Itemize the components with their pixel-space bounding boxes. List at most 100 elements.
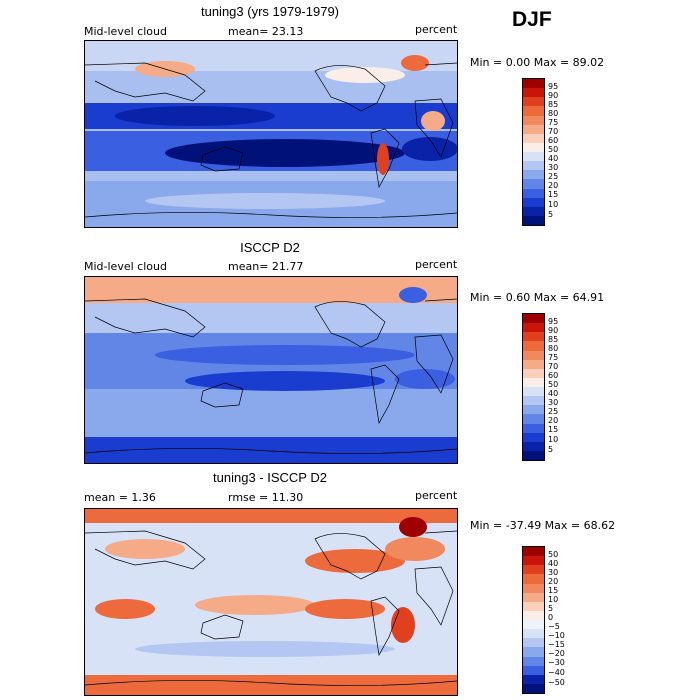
season-label: DJF	[512, 8, 552, 31]
panel1-coast-antarctica	[85, 212, 457, 218]
panel2-tick-0: 95	[548, 317, 559, 326]
panel2-cbar-box-14	[523, 441, 544, 451]
panel3-coast-south-america	[370, 596, 400, 657]
panel2-cbar-box-12	[523, 423, 544, 433]
panel3-tick-0: 50	[548, 550, 559, 559]
panel1-south-pacific-low	[165, 139, 405, 167]
panel2-colorbar	[522, 313, 545, 461]
panel3-coast-eurasia	[85, 530, 457, 570]
panel1-title: tuning3 (yrs 1979-1979)	[200, 4, 340, 19]
panel3-coastlines	[85, 530, 457, 686]
panel3-southern-band	[85, 675, 457, 695]
panel3-map	[84, 508, 458, 696]
panel3-cbar-box-2	[523, 565, 544, 575]
panel3-tick-12: −30	[548, 658, 565, 667]
panel2-cbar-box-4	[523, 350, 544, 360]
panel1-tick-1: 90	[548, 91, 559, 100]
panel2-south-pacific-low	[185, 371, 385, 391]
panel2-cbar-box-5	[523, 359, 544, 369]
panel2-pacific-low	[155, 345, 415, 365]
panel3-tick-11: −20	[548, 649, 565, 658]
panel3-cbar-box-13	[523, 665, 544, 675]
panel2-cbar-box-8	[523, 387, 544, 397]
panel3-tick-13: −40	[548, 668, 565, 677]
panel1-cbar-box-5	[523, 124, 544, 134]
panel2-cbar-box-10	[523, 405, 544, 415]
panel2-tick-2: 85	[548, 335, 559, 344]
panel2-tick-4: 75	[548, 353, 559, 362]
panel3-units: percent	[415, 489, 458, 502]
panel2-tick-12: 15	[548, 425, 559, 434]
panel1-tick-6: 60	[548, 136, 559, 145]
panel1-cbar-box-11	[523, 179, 544, 189]
panel3-tick-2: 30	[548, 568, 559, 577]
panel2-coastlines	[85, 298, 457, 454]
panel2-tick-11: 20	[548, 416, 559, 425]
panel1-cbar-box-15	[523, 215, 544, 225]
panel1-coastlines	[85, 62, 457, 218]
panel3-coast-north-america	[314, 533, 386, 580]
panel1-tick-5: 70	[548, 127, 559, 136]
panel1-cbar-box-3	[523, 106, 544, 116]
panel1-coast-australia	[200, 146, 244, 172]
panel2-mean: mean= 21.77	[228, 260, 304, 273]
panel3-arctic-high	[399, 517, 427, 537]
panel1-tick-2: 85	[548, 100, 559, 109]
panel3-cbar-box-6	[523, 601, 544, 611]
panel2-tick-8: 40	[548, 389, 559, 398]
panel1-cbar-box-1	[523, 88, 544, 98]
panel3-tick-10: −15	[548, 640, 565, 649]
panel3-cbar-box-14	[523, 674, 544, 684]
panel1-tick-12: 15	[548, 190, 559, 199]
panel2-coast-antarctica	[85, 448, 457, 454]
panel2-southern-ocean	[85, 397, 457, 437]
panel2-cbar-box-0	[523, 314, 544, 324]
panel2-polar-north	[85, 277, 457, 303]
panel2-minmax: Min = 0.60 Max = 64.91	[470, 291, 605, 304]
panel3-tropical-high	[95, 599, 155, 619]
panel3-south-america-high	[391, 607, 415, 643]
panel3-tick-1: 40	[548, 559, 559, 568]
panel1-cbar-box-7	[523, 142, 544, 152]
panel3-cbar-box-7	[523, 610, 544, 620]
panel1-coast-south-america	[370, 128, 400, 189]
panel3-colorbar	[522, 546, 545, 694]
panel1-pacific-low	[115, 106, 275, 126]
panel3-cbar-box-12	[523, 656, 544, 666]
panel2-tick-14: 5	[548, 445, 554, 454]
panel2-antarctic	[85, 437, 457, 463]
panel3-cbar-box-4	[523, 583, 544, 593]
panel3-rmse: rmse = 11.30	[228, 491, 304, 504]
panel1-africa-feature	[421, 111, 445, 131]
panel2-coast-australia	[200, 382, 244, 408]
panel3-cbar-box-8	[523, 620, 544, 630]
panel3-north-america-high	[305, 549, 405, 573]
panel3-tick-7: 0	[548, 613, 554, 622]
panel3-cbar-box-15	[523, 683, 544, 693]
panel3-coast-africa	[414, 566, 454, 626]
panel1-map	[84, 40, 458, 228]
panel2-cbar-box-11	[523, 414, 544, 424]
panel1-tick-7: 50	[548, 145, 559, 154]
panel2-tick-1: 90	[548, 326, 559, 335]
panel1-cbar-box-4	[523, 115, 544, 125]
panel2-coast-eurasia	[85, 298, 457, 338]
panel1-colorbar	[522, 78, 545, 226]
panel1-eurasia-high	[325, 67, 405, 83]
panel3-tick-8: −5	[548, 622, 560, 631]
panel1-coast-africa	[414, 98, 454, 158]
panel1-cbar-box-0	[523, 79, 544, 89]
panel3-tick-3: 20	[548, 577, 559, 586]
panel3-mean: mean = 1.36	[84, 491, 156, 504]
panel2-cbar-box-1	[523, 323, 544, 333]
panel1-units: percent	[415, 23, 458, 36]
panel3-title: tuning3 - ISCCP D2	[213, 470, 327, 485]
panel2-units: percent	[415, 258, 458, 271]
panel1-south-atlantic-low	[402, 137, 457, 161]
panel1-cbar-box-13	[523, 197, 544, 207]
panel2-map	[84, 276, 458, 464]
panel2-field-label: Mid-level cloud	[84, 260, 167, 273]
panel1-cbar-box-8	[523, 152, 544, 162]
panel1-tick-0: 95	[548, 82, 559, 91]
panel1-tick-11: 20	[548, 181, 559, 190]
